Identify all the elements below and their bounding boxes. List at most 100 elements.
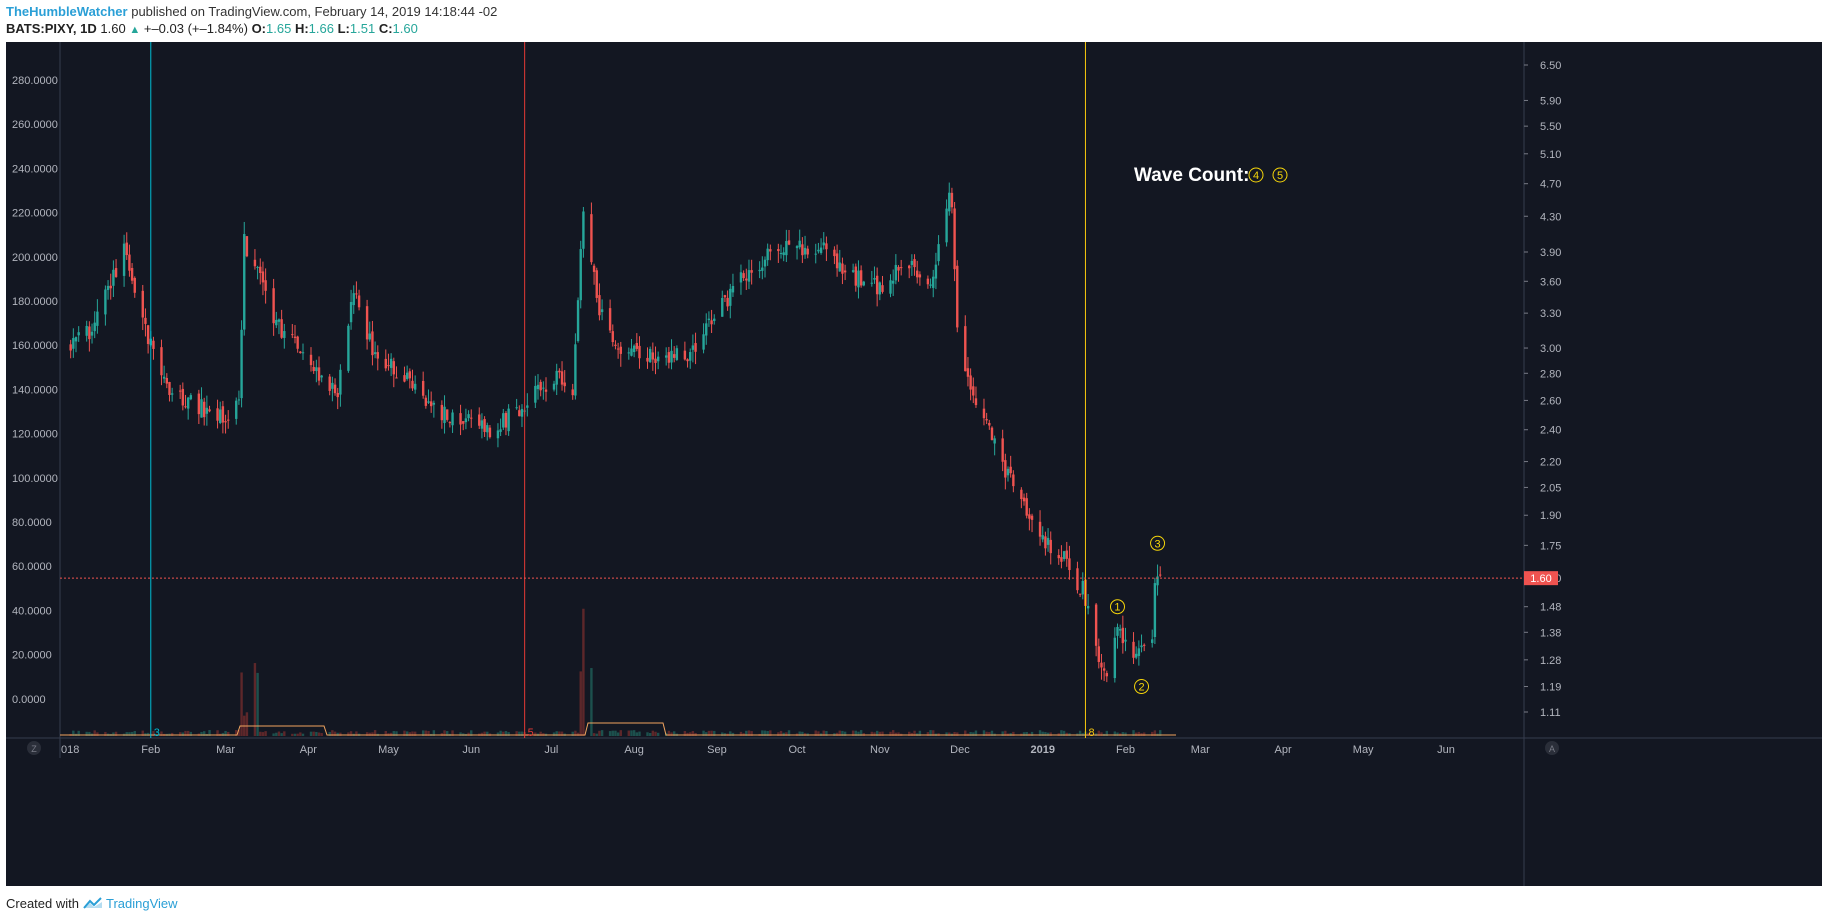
right-axis-tick: 2.05 [1540,482,1561,494]
candle-body [739,272,743,283]
candle-body [1076,568,1079,591]
volume-bar [779,730,783,736]
volume-bar [873,732,876,736]
time-axis-tick: Dec [950,744,970,756]
left-axis-tick: 160.0000 [12,340,58,352]
chart-panel[interactable]: 280.0000 260.0000 240.0000 220.0000 200.0000… [6,42,1822,886]
volume-bar [104,731,107,736]
candle-body [803,247,807,255]
volume-bar [133,730,136,736]
candle-body [713,318,716,322]
time-axis-tick: Apr [1275,744,1292,756]
candle-body [122,243,126,276]
candle-body [801,244,804,256]
candle-body [240,329,243,399]
candle-body [534,385,537,403]
volume-bar [328,731,331,736]
candle-body [486,425,489,433]
candle-body [1153,583,1157,638]
volume-bar [782,732,785,736]
candle-body [432,402,436,405]
candle-body [504,412,508,428]
candle-body [96,311,99,326]
left-axis-tick: 200.0000 [12,252,58,264]
chart-svg[interactable]: 280.0000260.0000240.0000220.0000200.0000… [6,42,1822,886]
candle-body [1046,537,1050,545]
candle-body [162,376,166,379]
candle-body [891,280,895,284]
volume-bar [114,731,118,736]
candle-body [822,242,825,246]
candle-body [694,343,697,352]
candle-body [932,276,935,288]
right-axis-tick: 5.10 [1540,149,1561,161]
candle-body [208,409,211,412]
volume-bar [309,731,313,736]
left-axis-tick: 280.0000 [12,75,58,87]
candle-body [953,208,956,270]
right-axis-tick: 2.80 [1540,368,1561,380]
volume-bar [964,730,967,736]
candle-body [838,262,841,272]
candle-body [1009,466,1012,474]
candle-body [184,406,187,408]
candle-body [929,284,932,286]
candle-body [160,347,163,376]
volume-bar [486,731,489,736]
volume-bar [785,732,788,736]
candle-body [376,352,379,359]
candle-body [1105,673,1109,677]
open-label: O: [251,21,267,36]
brand[interactable]: TradingView [106,896,178,911]
candle-body [667,352,671,363]
candle-body [761,267,764,271]
last-price: 1.60 [100,21,126,36]
candle-body [875,275,879,295]
candle-body [1060,557,1063,562]
volume-bar [619,730,622,736]
author-name[interactable]: TheHumbleWatcher [6,4,128,19]
candle-body [1004,460,1007,478]
left-axis-tick: 0.0000 [12,694,46,706]
close-label: C: [378,21,393,36]
candle-body [750,270,753,273]
volume-bar [969,732,972,736]
candle-body [205,407,209,414]
volume-bar [392,731,395,736]
volume-bar [1004,730,1007,736]
volume-bar [627,730,631,736]
candle-body [315,367,318,372]
candle-body [1001,438,1004,462]
volume-bar [878,731,882,736]
footer: Created with TradingView [6,896,178,911]
candle-body [857,270,860,288]
candle-body [1156,576,1159,586]
volume-bar [1062,730,1066,736]
volume-bar [686,732,689,736]
vertical-marker-label: 3 [154,727,160,739]
volume-bar [614,730,617,736]
time-axis-tick: Jun [462,744,480,756]
volume-bar [913,730,916,736]
candle-body [819,247,823,253]
candle-body [470,417,473,419]
candle-body [189,395,193,400]
candle-body [1030,515,1034,520]
volume-bar [835,732,839,736]
volume-bar [336,732,339,736]
candle-body [259,266,262,274]
right-axis-tick: 3.30 [1540,308,1561,320]
time-axis-tick: 2019 [1030,744,1054,756]
candle-body [544,389,548,392]
volume-bar [632,730,636,736]
volume-bar [504,731,508,736]
candle-body [899,267,903,269]
volume-bar [200,731,203,736]
volume-bar [558,731,561,736]
candle-body [536,384,540,390]
right-axis-tick: 2.60 [1540,395,1561,407]
candle-body [152,340,155,349]
volume-bar [152,731,155,736]
volume-bar [739,731,743,736]
volume-bar [667,730,671,736]
